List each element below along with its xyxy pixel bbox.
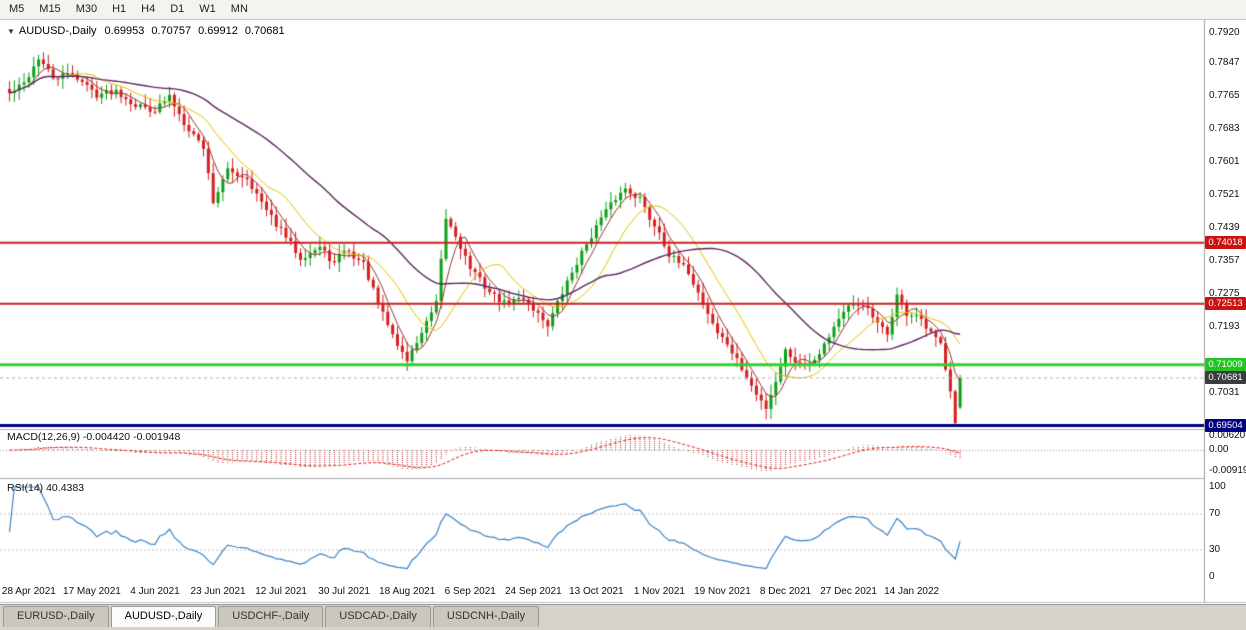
rsi-axis-tick: 100	[1209, 481, 1226, 492]
date-axis-label: 4 Jun 2021	[130, 586, 180, 597]
ohlc-low: 0.69912	[198, 25, 238, 37]
ohlc-close: 0.70681	[244, 25, 285, 37]
tab-eurusd[interactable]: EURUSD-,Daily	[3, 606, 109, 627]
price-axis-tick: 0.7601	[1209, 156, 1240, 168]
timeframe-button-m30[interactable]: M30	[75, 3, 98, 15]
date-axis-label: 14 Jan 2022	[884, 586, 940, 597]
date-axis-label: 1 Nov 2021	[633, 586, 685, 597]
date-axis-label: 12 Jul 2021	[255, 586, 307, 597]
price-axis-tick: 0.7275	[1209, 288, 1240, 300]
ohlc-open: 0.69953	[104, 25, 145, 37]
rsi-axis-tick: 30	[1209, 544, 1221, 555]
date-axis-label: 28 Apr 2021	[1, 586, 56, 597]
price-level-tag: 0.74018	[1205, 235, 1246, 249]
price-level-tag: 0.69504	[1205, 418, 1246, 432]
timeframe-button-d1[interactable]: D1	[170, 3, 185, 15]
chart-title: ▼ AUDUSD-,Daily 0.69953 0.70757 0.69912 …	[7, 25, 292, 37]
timeframe-button-h4[interactable]: H4	[141, 3, 156, 15]
price-axis-tick: 0.7439	[1209, 221, 1240, 233]
timeframe-button-m5[interactable]: M5	[9, 3, 25, 15]
date-axis-label: 17 May 2021	[63, 586, 121, 597]
price-level-tag: 0.70681	[1205, 370, 1246, 384]
rsi-axis-tick: 70	[1209, 508, 1221, 519]
macd-axis-tick: -0.009197	[1209, 464, 1246, 476]
tab-usdchf[interactable]: USDCHF-,Daily	[218, 606, 324, 627]
price-axis-tick: 0.7031	[1209, 386, 1240, 398]
date-axis-label: 6 Sep 2021	[444, 586, 496, 597]
timeframe-button-w1[interactable]: W1	[199, 3, 216, 15]
price-axis-tick: 0.7765	[1209, 89, 1240, 101]
tab-usdcnh[interactable]: USDCNH-,Daily	[432, 606, 540, 627]
timeframe-buttons: M5 M15 M30 H1 H4 D1 W1 MN	[2, 1, 256, 18]
chart-tabs: EURUSD-,Daily AUDUSD-,Daily USDCHF-,Daily U…	[3, 606, 541, 627]
price-axis-tick: 0.7847	[1209, 56, 1240, 68]
timeframe-button-mn[interactable]: MN	[230, 3, 248, 15]
timeframe-button-m15[interactable]: M15	[39, 3, 61, 15]
tab-audusd[interactable]: AUDUSD-,Daily	[110, 606, 217, 627]
symbol-dropdown-icon[interactable]: ▼	[7, 26, 15, 36]
timeframe-button-h1[interactable]: H1	[112, 3, 127, 15]
date-axis-label: 27 Dec 2021	[820, 586, 877, 597]
price-axis-tick: 0.7683	[1209, 122, 1240, 134]
chart-tabs-bar: EURUSD-,Daily AUDUSD-,Daily USDCHF-,Daily U…	[0, 604, 1246, 630]
date-axis-label: 8 Dec 2021	[759, 586, 812, 597]
macd-indicator-label: MACD(12,26,9) -0.004420 -0.001948	[7, 431, 181, 443]
date-axis-label: 13 Oct 2021	[569, 586, 624, 597]
price-axis-tick: 0.7193	[1209, 321, 1240, 333]
date-axis-label: 24 Sep 2021	[504, 586, 562, 597]
date-axis-label: 18 Aug 2021	[379, 586, 436, 597]
rsi-axis-tick: 0	[1209, 571, 1215, 582]
macd-axis-tick: 0.00	[1209, 444, 1229, 455]
date-axis-label: 23 Jun 2021	[190, 586, 246, 597]
price-axis-tick: 0.7920	[1209, 26, 1240, 38]
tab-usdcad[interactable]: USDCAD-,Daily	[325, 606, 431, 627]
macd-axis-tick: 0.006201	[1209, 429, 1246, 441]
price-level-tag: 0.71009	[1205, 357, 1246, 371]
ohlc-high: 0.70757	[151, 25, 192, 37]
rsi-indicator-label: RSI(14) 40.4383	[7, 482, 85, 494]
price-axis-tick: 0.7357	[1209, 254, 1240, 266]
price-level-tag: 0.72513	[1205, 296, 1246, 310]
symbol-name: AUDUSD-,Daily	[18, 25, 97, 37]
timeframe-toolbar: M5 M15 M30 H1 H4 D1 W1 MN	[0, 0, 1246, 20]
date-axis-label: 19 Nov 2021	[694, 586, 751, 597]
date-axis-label: 30 Jul 2021	[318, 586, 370, 597]
price-axis-tick: 0.7521	[1209, 188, 1240, 200]
